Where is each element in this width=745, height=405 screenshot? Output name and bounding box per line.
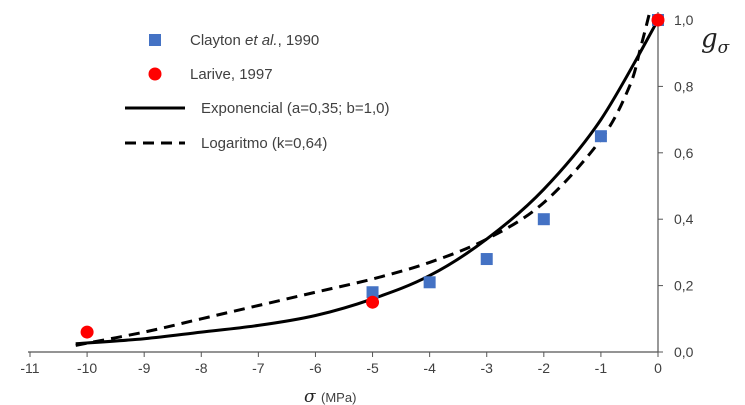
y-tick-label: 0,0: [674, 344, 694, 360]
legend-label: Larive, 1997: [190, 66, 273, 83]
y-tick-label: 1,0: [674, 12, 694, 28]
axis-labels: σ (MPa) gσ: [304, 24, 730, 405]
x-tick-label: -7: [252, 360, 265, 376]
clayton-point: [537, 213, 550, 226]
legend-label: Clayton et al., 1990: [190, 32, 319, 49]
logaritmo-line: [75, 13, 651, 347]
x-tick-label: -3: [481, 360, 494, 376]
axes: -11 -10 -9 -8 -7 -6 -5 -4 -3 -2 -1 00,00,20,40,60,8…: [20, 12, 694, 376]
clayton-point: [594, 130, 607, 143]
x-tick-label: -10: [77, 360, 97, 376]
legend: Clayton et al., 1990 Larive, 1997 Exponenc…: [125, 32, 389, 152]
y-tick-label: 0,6: [674, 145, 694, 161]
legend-square-marker: [149, 34, 161, 46]
y-axis-label: gσ: [701, 24, 730, 58]
series-lines: [75, 13, 660, 347]
larive-point: [651, 13, 665, 27]
x-tick-label: -1: [595, 360, 608, 376]
x-axis-label: σ (MPa): [304, 387, 356, 405]
legend-label: Logaritmo (k=0,64): [201, 135, 327, 152]
x-tick-label: -2: [538, 360, 551, 376]
clayton-point: [480, 253, 493, 266]
exponencial-line: [75, 19, 660, 346]
y-tick-label: 0,4: [674, 211, 694, 227]
x-tick-label: -8: [195, 360, 208, 376]
legend-label: Exponencial (a=0,35; b=1,0): [201, 100, 389, 117]
x-tick-label: -5: [366, 360, 379, 376]
clayton-point: [423, 276, 436, 289]
y-tick-label: 0,2: [674, 278, 694, 294]
series-markers: [80, 13, 665, 339]
legend-circle-marker: [148, 67, 162, 81]
larive-point: [366, 295, 380, 309]
x-tick-label: -11: [20, 360, 39, 376]
x-tick-label: -4: [423, 360, 436, 376]
x-tick-label: -9: [138, 360, 151, 376]
x-tick-label: 0: [654, 360, 662, 376]
larive-point: [80, 325, 94, 339]
clayton-point: [366, 286, 379, 299]
y-tick-label: 0,8: [674, 78, 694, 94]
x-tick-label: -6: [309, 360, 322, 376]
